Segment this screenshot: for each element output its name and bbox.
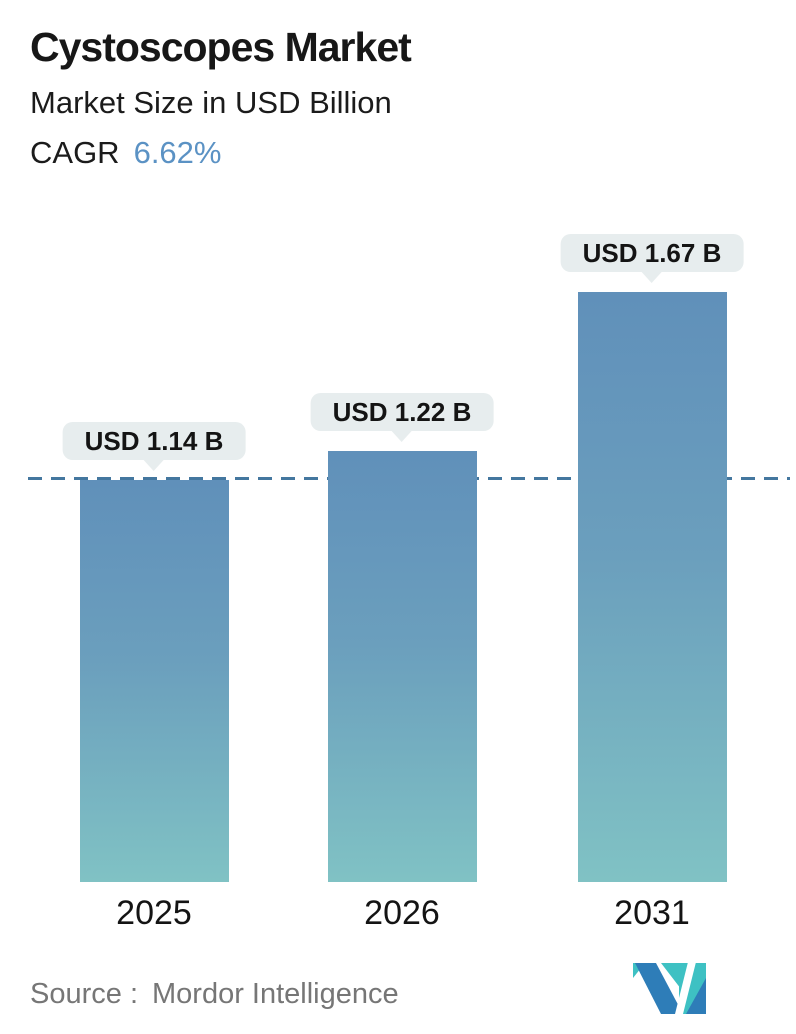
chart-subtitle: Market Size in USD Billion xyxy=(30,85,392,120)
mordor-intelligence-logo xyxy=(633,962,706,1014)
source-value: Mordor Intelligence xyxy=(152,978,399,1010)
bar-value-callout-2026: USD 1.22 B xyxy=(310,393,494,431)
cagr-line: CAGR 6.62% xyxy=(30,135,221,171)
x-axis-label-2025: 2025 xyxy=(116,894,192,932)
source-attribution: Source : Mordor Intelligence xyxy=(30,978,399,1011)
source-label: Source : xyxy=(30,978,138,1010)
page-title: Cystoscopes Market xyxy=(30,24,412,70)
cagr-label: CAGR xyxy=(30,135,120,170)
cagr-value: 6.62% xyxy=(133,135,222,170)
bar-2031 xyxy=(577,292,727,882)
bar-value-callout-2025: USD 1.14 B xyxy=(62,422,246,460)
x-axis-label-2026: 2026 xyxy=(364,894,440,932)
bar-2026 xyxy=(327,451,477,882)
x-axis-label-2031: 2031 xyxy=(614,894,690,932)
bar-2025 xyxy=(79,480,229,882)
bar-value-callout-2031: USD 1.67 B xyxy=(560,234,744,272)
